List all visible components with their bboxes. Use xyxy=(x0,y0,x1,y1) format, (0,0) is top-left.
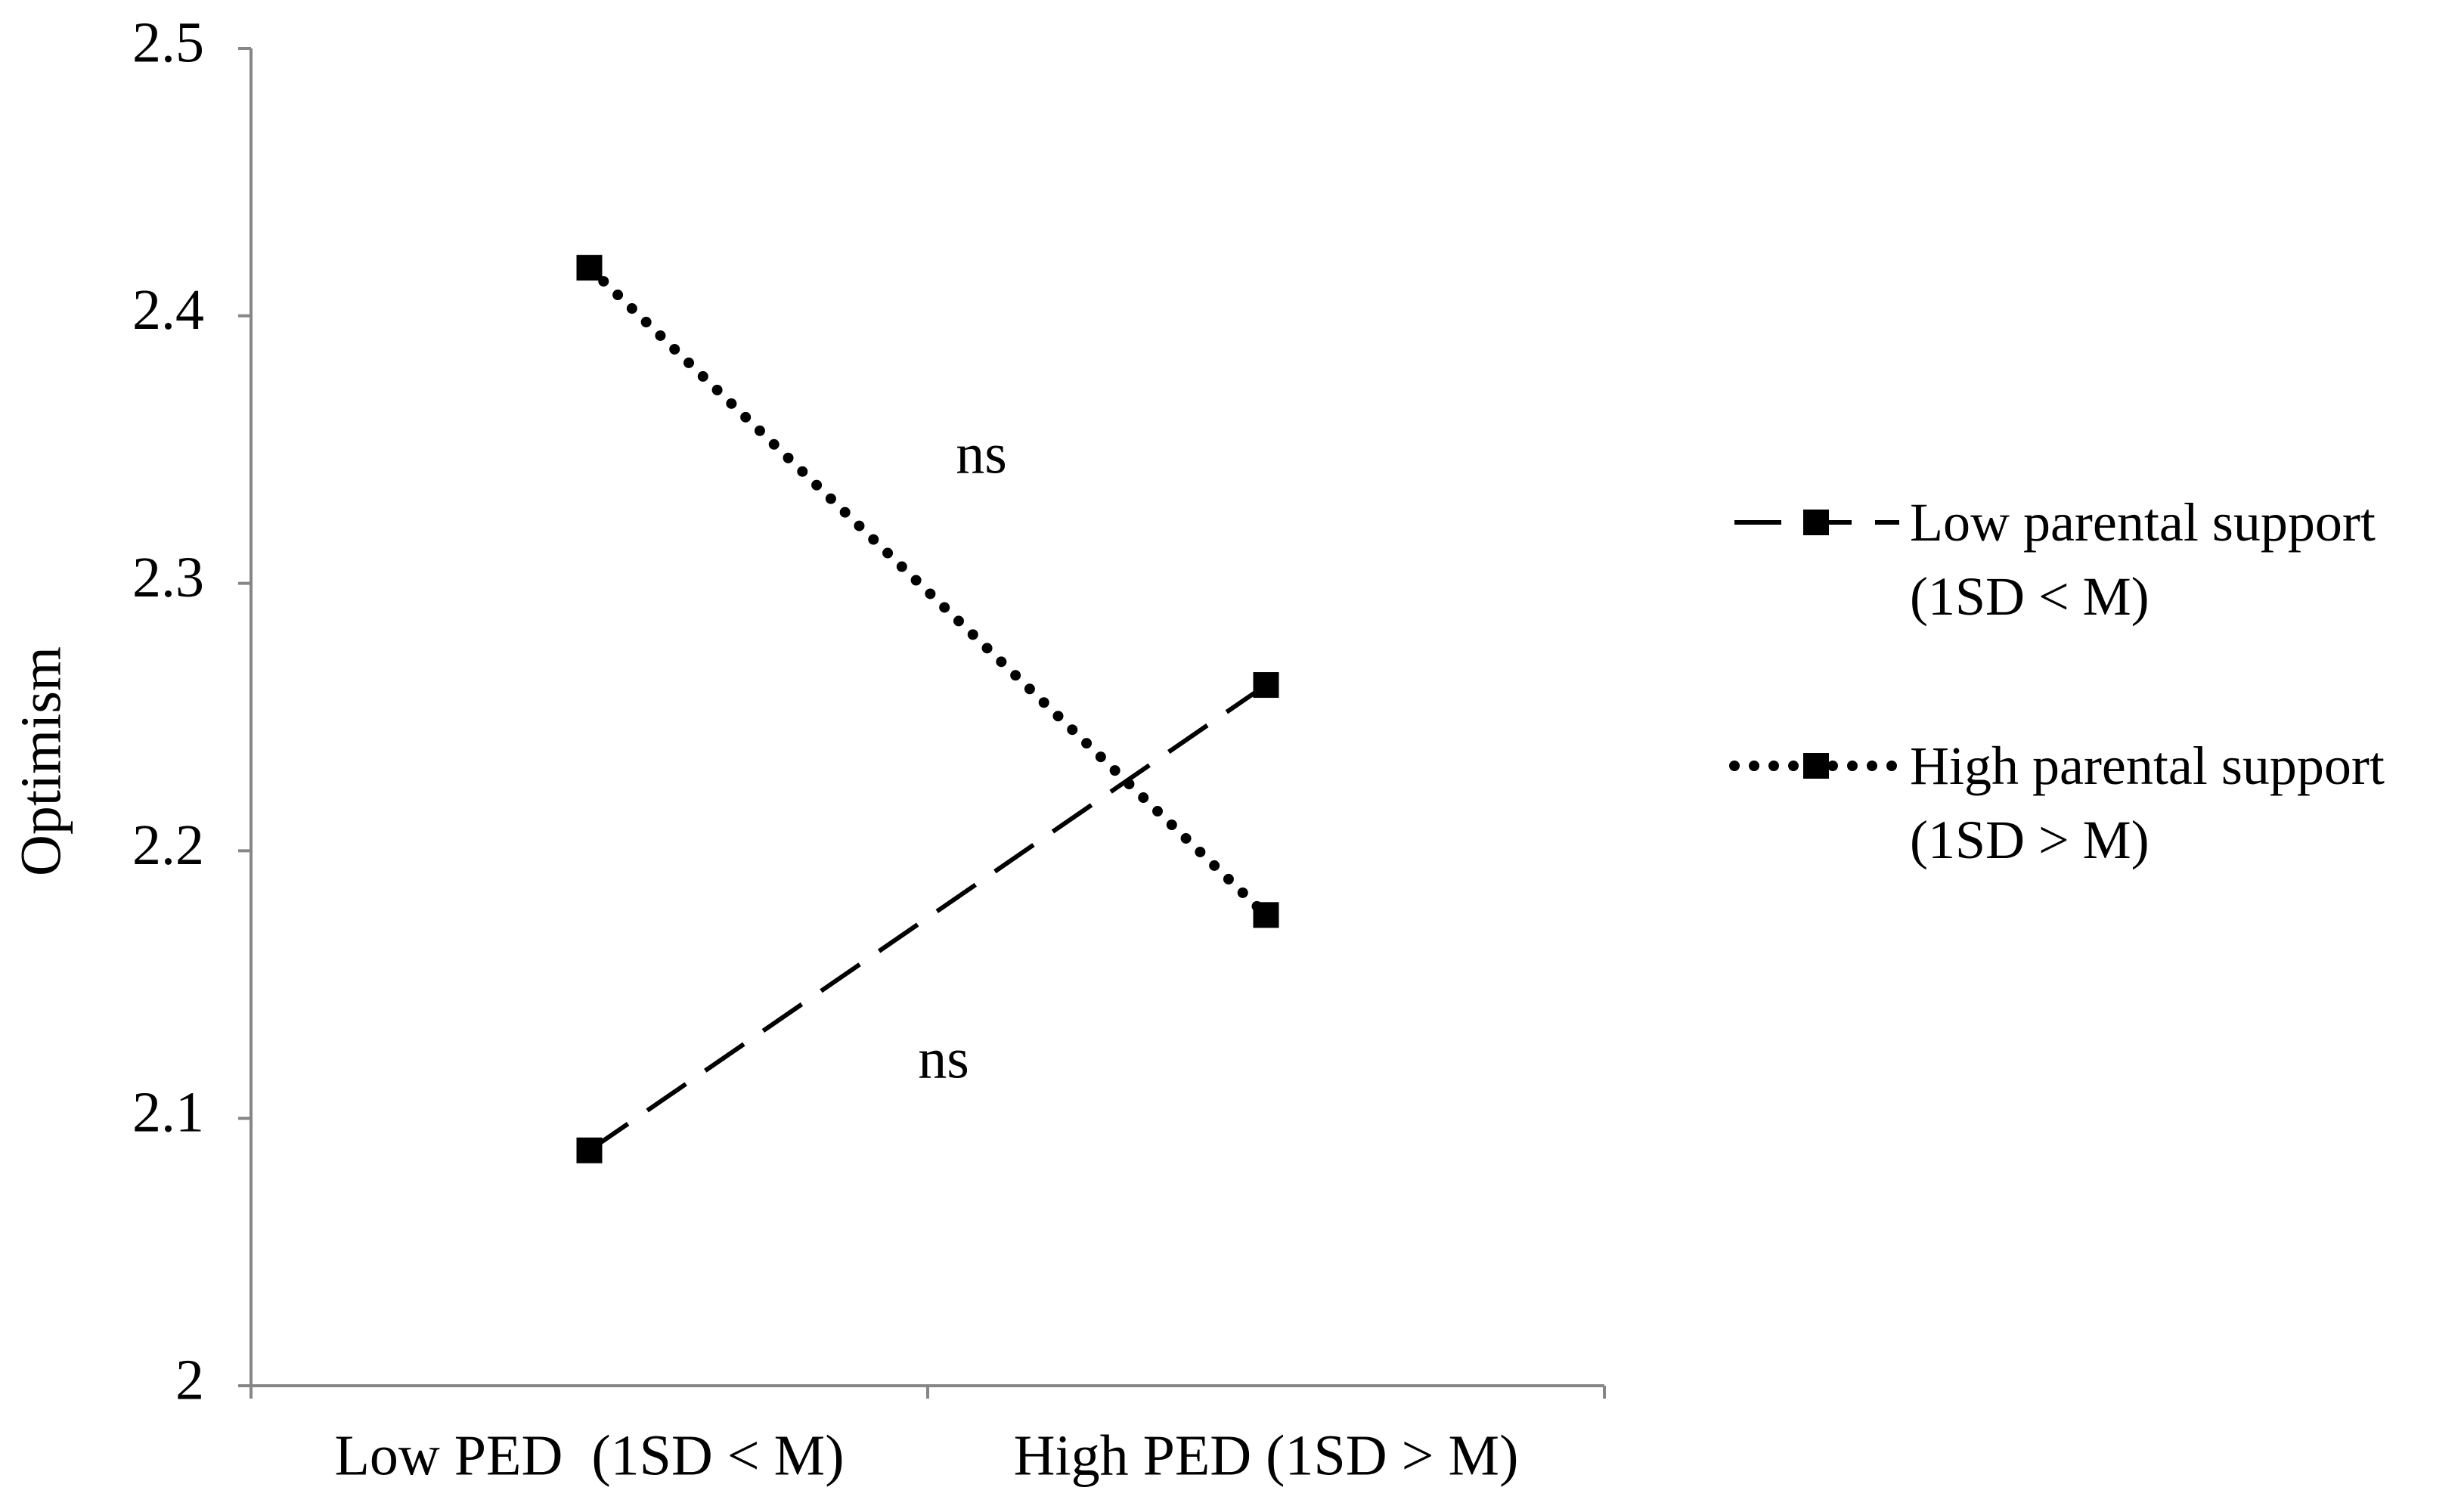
marker xyxy=(576,1137,603,1163)
y-tick-label: 2.1 xyxy=(132,1081,204,1145)
x-tick-label: Low PED (1SD < M) xyxy=(334,1424,844,1487)
marker xyxy=(1253,672,1279,699)
legend-marker xyxy=(1803,753,1829,779)
y-tick-label: 2.5 xyxy=(132,11,204,74)
x-tick-label: High PED (1SD > M) xyxy=(1014,1424,1519,1487)
y-tick-label: 2.3 xyxy=(132,546,204,609)
legend-marker xyxy=(1803,510,1829,535)
legend-label: High parental support (1SD > M) xyxy=(1910,736,2385,870)
series-line xyxy=(584,262,1272,921)
y-tick-label: 2 xyxy=(175,1348,204,1411)
annotation: ns xyxy=(956,422,1007,485)
annotation: ns xyxy=(918,1027,969,1090)
marker xyxy=(576,255,603,281)
y-axis-label: Optimism xyxy=(9,646,73,876)
y-tick-label: 2.2 xyxy=(132,813,204,877)
y-tick-label: 2.4 xyxy=(132,278,204,342)
legend-label: Low parental support (1SD < M) xyxy=(1910,492,2376,627)
marker xyxy=(1253,902,1279,928)
